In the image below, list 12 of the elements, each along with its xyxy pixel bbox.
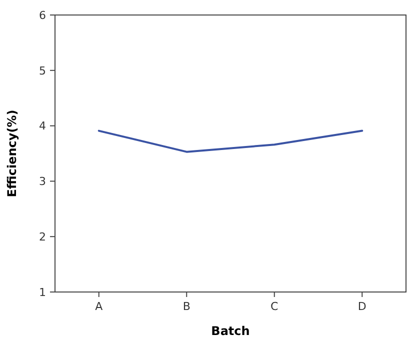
x-tick-label: D xyxy=(358,300,366,313)
y-tick-label: 6 xyxy=(39,8,46,22)
y-tick-label: 4 xyxy=(39,120,46,133)
x-tick-label: B xyxy=(182,300,190,313)
y-tick-label: 5 xyxy=(39,64,46,78)
x-tick-label: A xyxy=(95,300,104,313)
y-tick-label: 2 xyxy=(39,230,46,244)
y-tick-label: 3 xyxy=(39,175,46,188)
x-tick-label: C xyxy=(270,300,279,313)
y-tick-label: 1 xyxy=(39,286,46,299)
y-axis-title: Efficiency(%) xyxy=(5,110,19,198)
x-axis-title: Batch xyxy=(211,324,250,338)
